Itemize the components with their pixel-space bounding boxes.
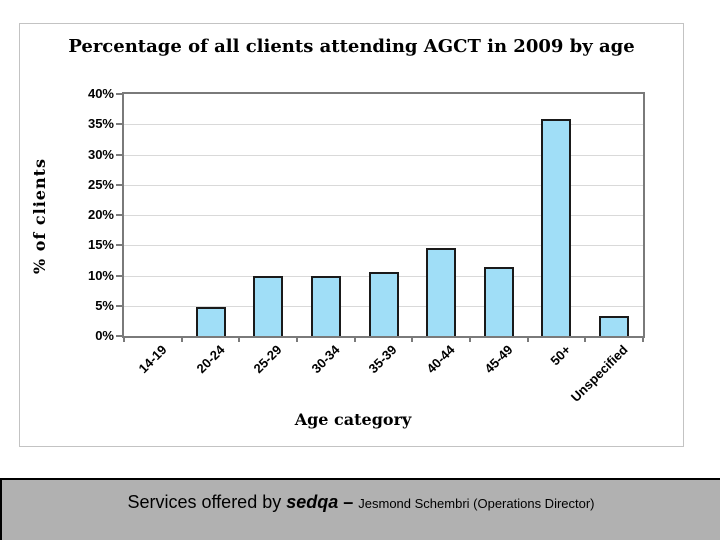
footer-banner: Services offered by sedqa – Jesmond Sche…: [0, 478, 720, 540]
y-tick-label: 30%: [87, 147, 114, 162]
gridline: [124, 185, 643, 186]
y-tick-mark: [116, 275, 122, 277]
x-tick-mark: [181, 338, 183, 342]
x-tick-mark: [642, 338, 644, 342]
footer-brand: sedqa: [286, 492, 339, 512]
y-tick-label: 25%: [87, 177, 114, 192]
gridline: [124, 124, 643, 125]
y-tick-label: 35%: [87, 116, 114, 131]
y-tick-mark: [116, 305, 122, 307]
y-axis-title: % of clients: [30, 158, 49, 275]
x-tick-mark: [469, 338, 471, 342]
chart-frame: Percentage of all clients attending AGCT…: [19, 23, 684, 447]
y-tick-label: 10%: [87, 268, 114, 283]
y-tick-mark: [116, 184, 122, 186]
bar-45-49: [484, 267, 514, 336]
y-tick-label: 15%: [87, 237, 114, 252]
gridline: [124, 245, 643, 246]
footer-dash: –: [338, 492, 359, 512]
y-tick-mark: [116, 154, 122, 156]
footer-credit: Jesmond Schembri (Operations Director): [358, 496, 595, 511]
y-tick-label: 20%: [87, 207, 114, 222]
bar-Unspecified: [599, 316, 629, 336]
x-tick-mark: [354, 338, 356, 342]
x-tick-mark: [123, 338, 125, 342]
bar-50+: [541, 119, 571, 336]
footer-text: Services offered by sedqa –: [127, 492, 358, 512]
y-tick-label: 0%: [95, 328, 114, 343]
y-tick-label: 40%: [87, 86, 114, 101]
y-tick-label: 5%: [95, 298, 114, 313]
bar-35-39: [369, 272, 399, 336]
y-tick-mark: [116, 123, 122, 125]
y-tick-mark: [116, 93, 122, 95]
x-tick-mark: [296, 338, 298, 342]
bar-25-29: [253, 276, 283, 336]
gridline: [124, 215, 643, 216]
y-tick-mark: [116, 244, 122, 246]
bar-30-34: [311, 276, 341, 336]
x-tick-mark: [238, 338, 240, 342]
y-tick-mark: [116, 335, 122, 337]
gridline: [124, 155, 643, 156]
bar-40-44: [426, 248, 456, 336]
bar-20-24: [196, 307, 226, 336]
plot-area: [122, 92, 645, 338]
chart-title: Percentage of all clients attending AGCT…: [68, 36, 635, 57]
x-tick-mark: [411, 338, 413, 342]
x-tick-mark: [584, 338, 586, 342]
x-tick-mark: [527, 338, 529, 342]
y-tick-mark: [116, 214, 122, 216]
x-axis-title: Age category: [294, 410, 412, 429]
footer-prefix: Services offered by: [127, 492, 287, 512]
